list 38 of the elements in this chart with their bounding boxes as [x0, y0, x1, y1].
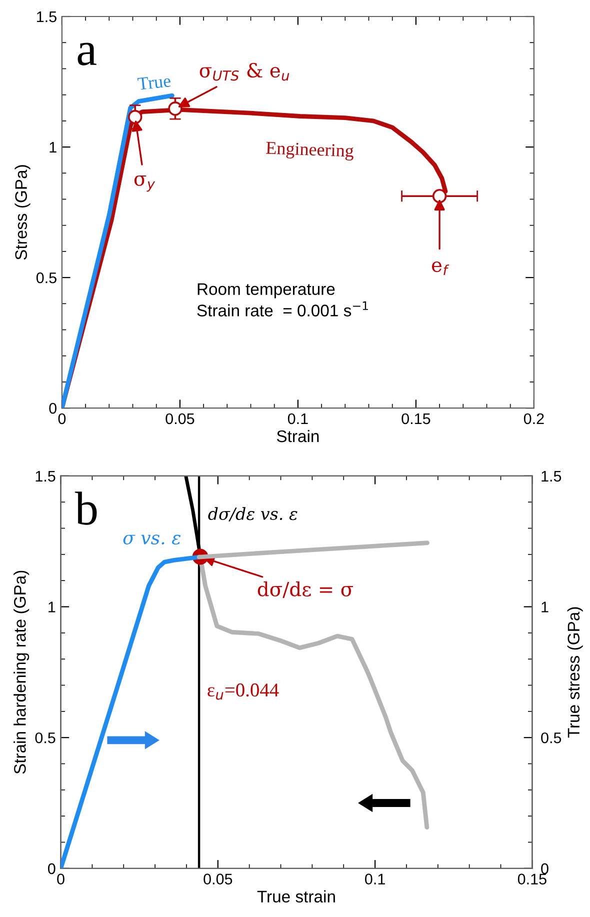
y2-tick-label: 1: [542, 602, 548, 612]
y-tick-label: 1: [48, 602, 56, 612]
annotation: σ$_{y}$: [134, 176, 156, 192]
annotation: σ$_{UTS}$ & e$_{u}$: [200, 62, 290, 81]
y-axis-title: Strain hardening rate (GPa): [14, 570, 30, 774]
y-axis-title: Stress (GPa): [14, 165, 30, 260]
y-tick-label: 1.5: [36, 470, 56, 482]
text: True: [137, 74, 171, 90]
annotation: e$_{f}$: [432, 261, 450, 276]
ref-line-label: ε$_{u}$=0.044: [208, 683, 279, 700]
y-tick-label: 0.5: [35, 732, 56, 744]
x-tick-label: 0.15: [402, 413, 430, 424]
x-tick-label: 0.15: [518, 874, 546, 884]
y-tick-label: 1: [50, 142, 56, 153]
series-label: σ vs. ε: [123, 534, 181, 545]
y2-tick-label: 1.5: [542, 470, 562, 482]
x-tick-label: 0.1: [288, 413, 308, 424]
x-tick-label: 0.05: [204, 874, 232, 884]
x-tick-label: 0.05: [166, 413, 194, 424]
x-tick-label: 0: [57, 874, 64, 884]
annotation: Room temperature Strain rate = 0.001 s$^{−1}$: [197, 283, 368, 316]
annotation: dσ/dε = σ: [258, 581, 354, 598]
y-tick-label: 0: [48, 863, 56, 874]
x-tick-label: 0: [58, 413, 66, 424]
chart-title: b: [74, 492, 97, 525]
chart-title: a: [78, 42, 96, 66]
y2-tick-label: 0.5: [541, 732, 562, 744]
series-label: Engineering: [266, 142, 354, 161]
y2-axis-title: True stress (GPa): [567, 607, 583, 738]
x-axis-title: True strain: [257, 890, 335, 903]
series-label: dσ/dε vs. ε: [208, 507, 298, 522]
x-tick-label: 0.1: [365, 874, 385, 884]
y-tick-label: 1.5: [37, 12, 56, 22]
x-tick-label: 0.2: [524, 413, 544, 424]
y2-tick-label: 0: [541, 863, 548, 874]
x-axis-title: Strain: [276, 430, 319, 442]
y-tick-label: 0: [49, 402, 56, 414]
y-tick-label: 0.5: [36, 272, 56, 284]
